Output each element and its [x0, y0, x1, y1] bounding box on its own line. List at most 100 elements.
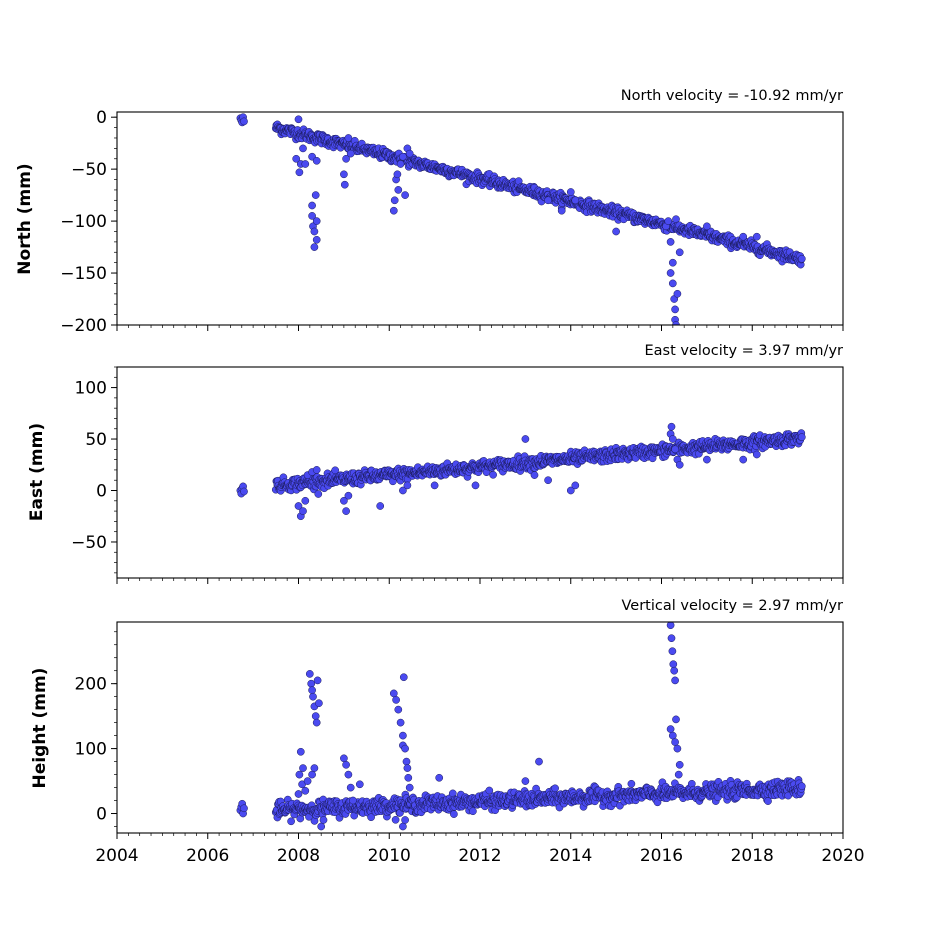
data-point	[311, 712, 320, 720]
data-point	[672, 715, 680, 724]
height-plot-area: 2004 2006 2008 2010 2012 2014 2016 2018 2020 0 100…	[75, 621, 865, 866]
data-point	[240, 804, 248, 813]
data-point	[544, 196, 552, 205]
x-tick-label: 2014	[549, 846, 592, 866]
data-point	[310, 227, 319, 236]
height-panel: 2004 2006 2008 2010 2012 2014 2016 2018 2020 0 100…	[30, 598, 865, 866]
data-point	[344, 770, 353, 779]
east-velocity-label: East velocity = 3.97 mm/yr	[644, 343, 843, 359]
data-point	[668, 258, 677, 267]
data-point	[703, 455, 711, 464]
data-point	[521, 435, 530, 443]
data-point	[664, 217, 673, 225]
data-point	[240, 487, 248, 496]
data-point	[342, 154, 350, 163]
y-tick-label: 100	[75, 379, 107, 399]
data-point	[313, 676, 322, 685]
north-velocity-label: North velocity = -10.92 mm/yr	[621, 88, 843, 104]
data-point	[430, 481, 439, 490]
data-point	[627, 779, 636, 788]
data-point	[310, 243, 319, 251]
y-tick-label: 0	[96, 108, 107, 128]
data-point	[674, 770, 683, 779]
east-panel: −50 0 50 100 East velocity = 3.97 mm/yr Eas…	[27, 343, 844, 584]
x-tick-label: 2010	[368, 846, 411, 866]
data-point	[301, 160, 310, 168]
data-point	[752, 450, 761, 459]
data-point	[489, 470, 497, 479]
data-point	[469, 807, 477, 816]
data-point	[294, 502, 303, 510]
data-point	[301, 786, 310, 795]
data-point	[305, 670, 314, 678]
data-point	[303, 777, 312, 785]
data-point	[739, 232, 748, 241]
data-point	[521, 777, 530, 785]
data-point	[668, 647, 677, 656]
data-point	[312, 156, 321, 165]
data-point	[671, 305, 679, 314]
data-point	[342, 760, 350, 769]
data-point	[404, 773, 413, 782]
data-point	[670, 666, 679, 675]
x-tick-label: 2020	[821, 846, 864, 866]
data-point	[571, 481, 580, 490]
x-tick-label: 2018	[731, 846, 774, 866]
data-point	[295, 770, 304, 779]
data-point	[403, 764, 412, 772]
y-tick-label: 200	[75, 675, 107, 695]
data-point	[671, 445, 679, 454]
data-point	[530, 471, 539, 479]
data-points	[236, 422, 806, 521]
data-point	[673, 744, 682, 753]
data-points	[236, 622, 806, 831]
data-point	[367, 813, 375, 822]
data-point	[450, 810, 458, 818]
data-point	[376, 502, 385, 510]
data-point	[294, 115, 303, 124]
data-point	[544, 476, 552, 485]
data-point	[299, 764, 307, 772]
data-point	[797, 254, 806, 263]
data-point	[240, 117, 248, 126]
data-point	[399, 152, 407, 161]
data-point	[399, 673, 408, 682]
y-tick-label: 0	[96, 482, 107, 502]
data-point	[399, 486, 407, 495]
data-point	[296, 747, 305, 756]
data-point	[312, 217, 321, 225]
data-point	[311, 191, 320, 199]
y-tick-label: 100	[75, 740, 107, 760]
data-point	[399, 822, 407, 831]
y-tick-label: 50	[85, 430, 107, 450]
data-point	[389, 206, 398, 215]
data-point	[703, 222, 711, 231]
data-point	[349, 796, 357, 805]
x-tick-label: 2008	[277, 846, 320, 866]
data-point	[396, 160, 405, 168]
data-point	[752, 232, 761, 241]
data-point	[346, 149, 355, 158]
data-point	[308, 770, 316, 779]
data-point	[307, 679, 316, 688]
data-point	[394, 186, 403, 194]
data-point	[312, 235, 321, 244]
data-point	[287, 817, 295, 826]
data-point	[315, 699, 323, 708]
y-tick-label: −100	[60, 212, 107, 232]
data-point	[612, 227, 620, 236]
data-point	[566, 486, 575, 495]
data-point	[485, 786, 494, 795]
data-point	[739, 455, 748, 464]
data-point	[405, 783, 414, 792]
data-point	[797, 782, 806, 791]
data-point	[675, 460, 684, 469]
data-point	[391, 815, 400, 824]
data-points	[236, 113, 806, 325]
data-point	[319, 816, 328, 824]
data-point	[344, 134, 353, 142]
data-point	[667, 422, 676, 431]
data-point	[669, 660, 678, 669]
data-point	[317, 822, 326, 831]
